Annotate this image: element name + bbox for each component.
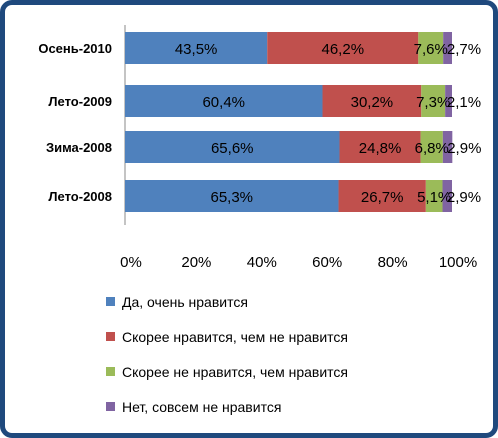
x-tick-label: 40% — [247, 254, 277, 271]
bar-segment — [443, 32, 452, 64]
legend-swatch — [106, 332, 115, 341]
bar-segment — [445, 85, 452, 117]
data-label: 30,2% — [351, 94, 394, 111]
bar-segment — [425, 180, 443, 212]
legend-label: Скорее не нравится, чем нравится — [122, 364, 348, 380]
legend-label: Скорее нравится, чем не нравится — [122, 329, 348, 345]
data-label: 6,8% — [415, 140, 449, 157]
data-label: 43,5% — [175, 41, 218, 58]
data-label: 2,9% — [447, 189, 481, 206]
data-label: 24,8% — [359, 140, 402, 157]
category-label: Лето-2009 — [48, 94, 112, 109]
bar-segment — [418, 32, 444, 64]
data-label: 65,3% — [210, 189, 253, 206]
bar-segment — [125, 180, 339, 212]
category-label: Зима-2008 — [46, 140, 112, 155]
data-label: 2,7% — [447, 41, 481, 58]
category-label: Лето-2008 — [48, 189, 112, 204]
data-label: 7,3% — [416, 94, 450, 111]
bar-segment — [442, 131, 453, 163]
category-label: Осень-2010 — [38, 41, 112, 56]
bar-segment — [125, 131, 340, 163]
bar-segment — [322, 85, 422, 117]
bar-segment — [125, 32, 268, 64]
data-label: 2,1% — [447, 94, 481, 111]
data-label: 26,7% — [361, 189, 404, 206]
x-tick-label: 80% — [378, 254, 408, 271]
x-tick-label: 100% — [439, 254, 477, 271]
x-tick-label: 20% — [181, 254, 211, 271]
bar-segment — [442, 180, 452, 212]
data-label: 7,6% — [414, 41, 448, 58]
x-tick-label: 60% — [312, 254, 342, 271]
bar-segment — [420, 131, 443, 163]
data-label: 46,2% — [322, 41, 365, 58]
bar-segment — [339, 131, 421, 163]
legend-label: Нет, совсем не нравится — [122, 399, 281, 415]
legend-swatch — [106, 402, 115, 411]
legend-swatch — [106, 367, 115, 376]
data-label: 60,4% — [202, 94, 245, 111]
bar-segment — [421, 85, 446, 117]
stacked-bar-chart: Осень-2010 Лето-2009 Зима-2008 Лето-2008 43… — [38, 25, 481, 415]
legend-label: Да, очень нравится — [122, 294, 248, 310]
x-tick-label: 0% — [120, 254, 142, 271]
legend-swatch — [106, 297, 115, 306]
bar-segment — [267, 32, 419, 64]
data-label: 2,9% — [447, 140, 481, 157]
data-label: 5,1% — [417, 189, 451, 206]
bar-segment — [125, 85, 323, 117]
bar-segment — [338, 180, 426, 212]
data-label: 65,6% — [211, 140, 254, 157]
